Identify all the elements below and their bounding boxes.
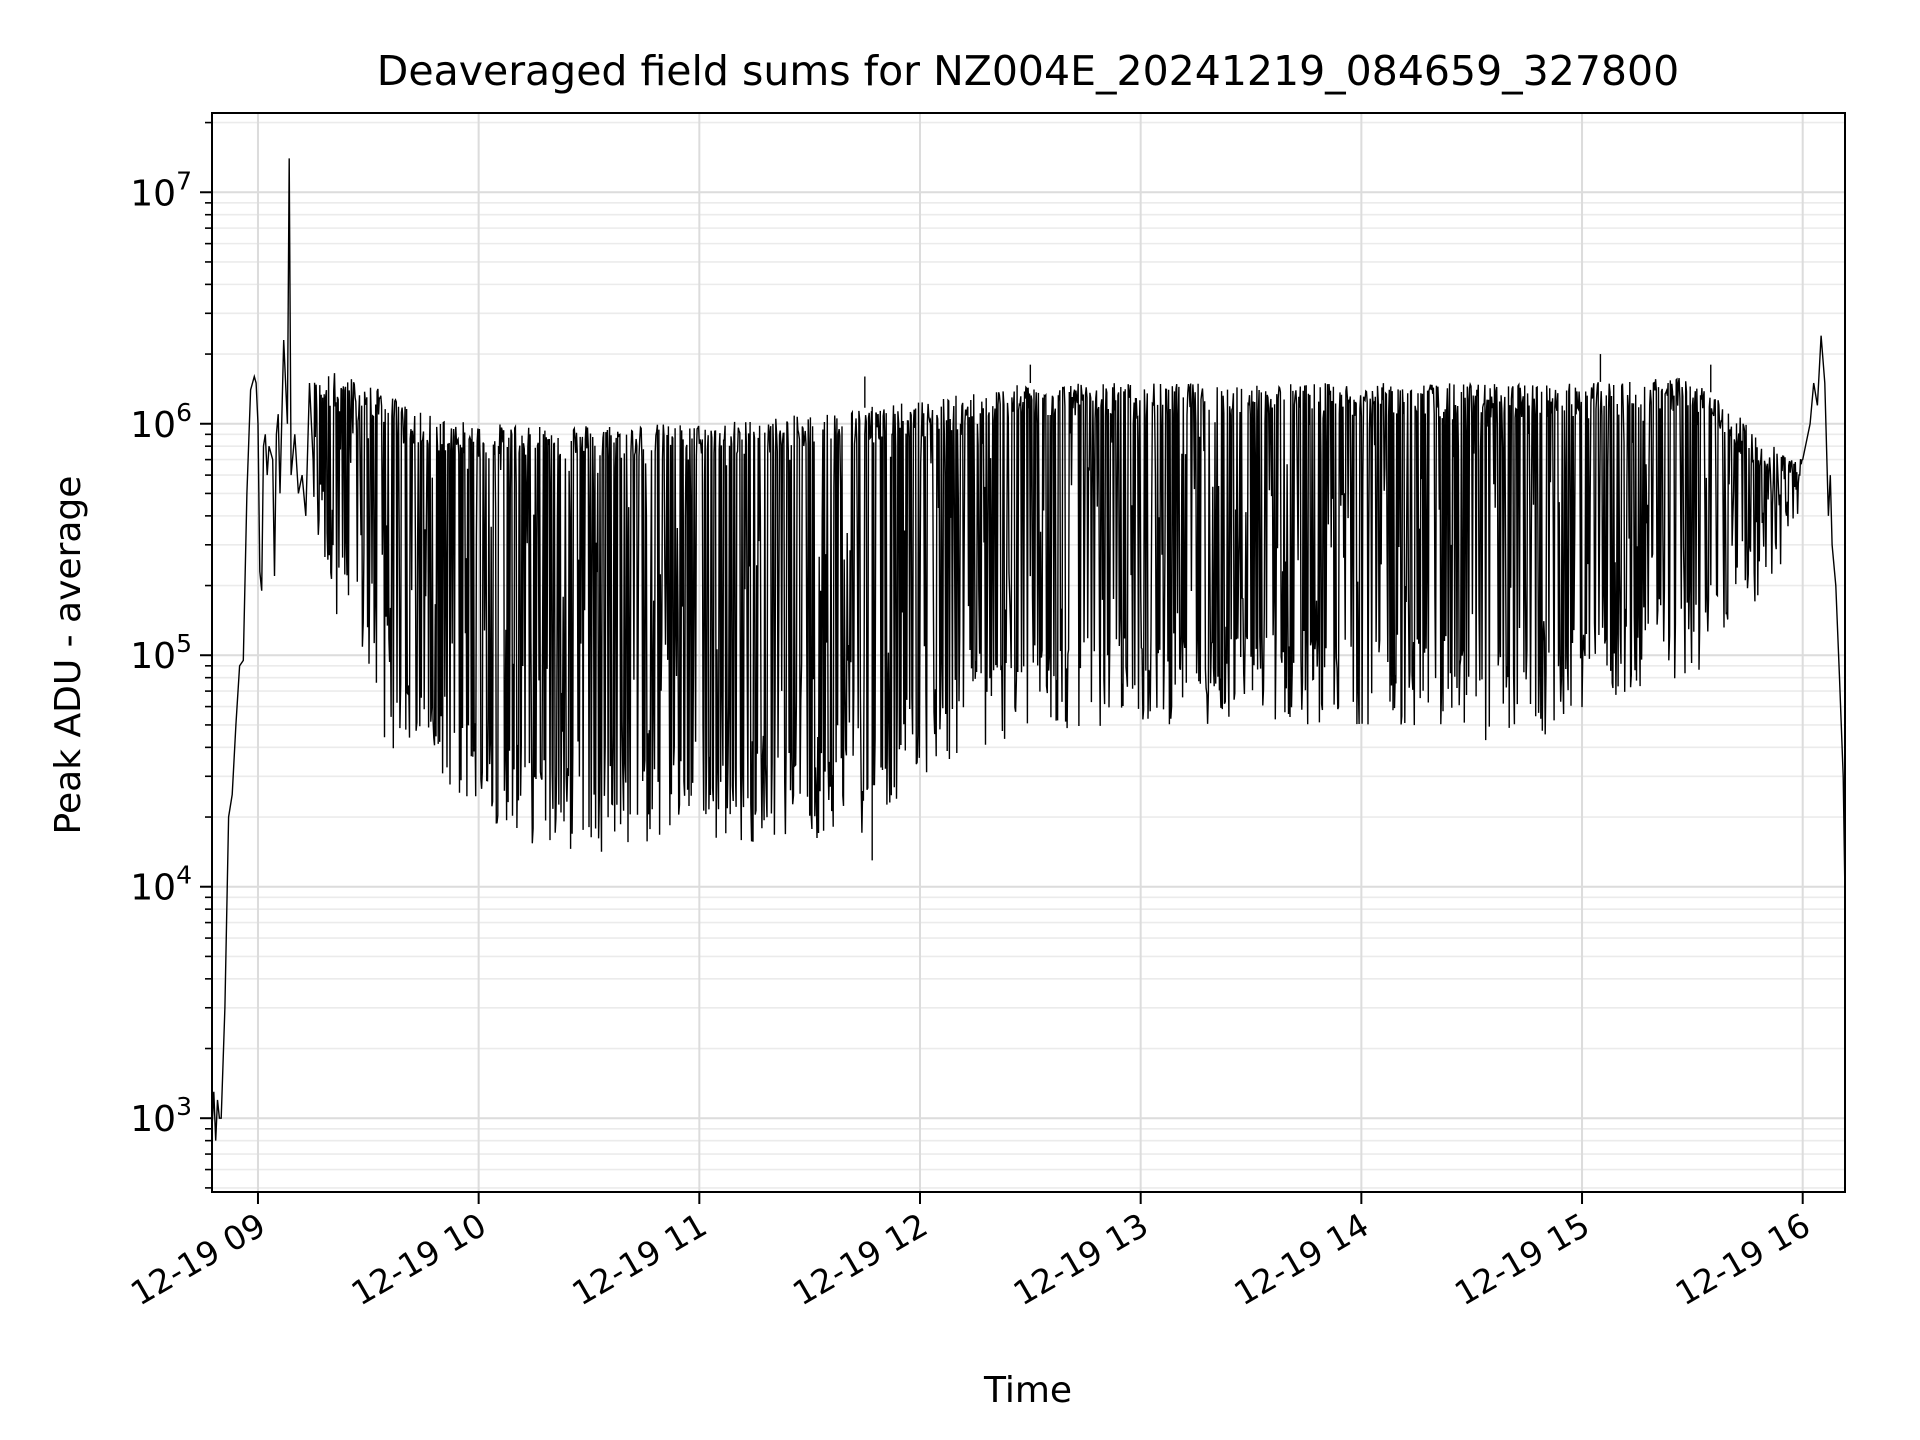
series-line xyxy=(211,158,1846,1141)
chart-title: Deaveraged field sums for NZ004E_2024121… xyxy=(377,47,1679,95)
y-tick-label: 104 xyxy=(130,861,192,909)
x-axis-label: Time xyxy=(983,1370,1072,1411)
plot-frame xyxy=(211,112,1846,1193)
data-layer xyxy=(211,158,1846,1141)
grid-layer xyxy=(212,113,1845,1192)
y-tick-label: 105 xyxy=(130,629,192,677)
y-tick-label: 103 xyxy=(130,1092,192,1140)
y-axis-label: Peak ADU - average xyxy=(48,476,89,835)
y-tick-label: 107 xyxy=(130,166,192,214)
y-tick-label: 106 xyxy=(130,398,192,446)
